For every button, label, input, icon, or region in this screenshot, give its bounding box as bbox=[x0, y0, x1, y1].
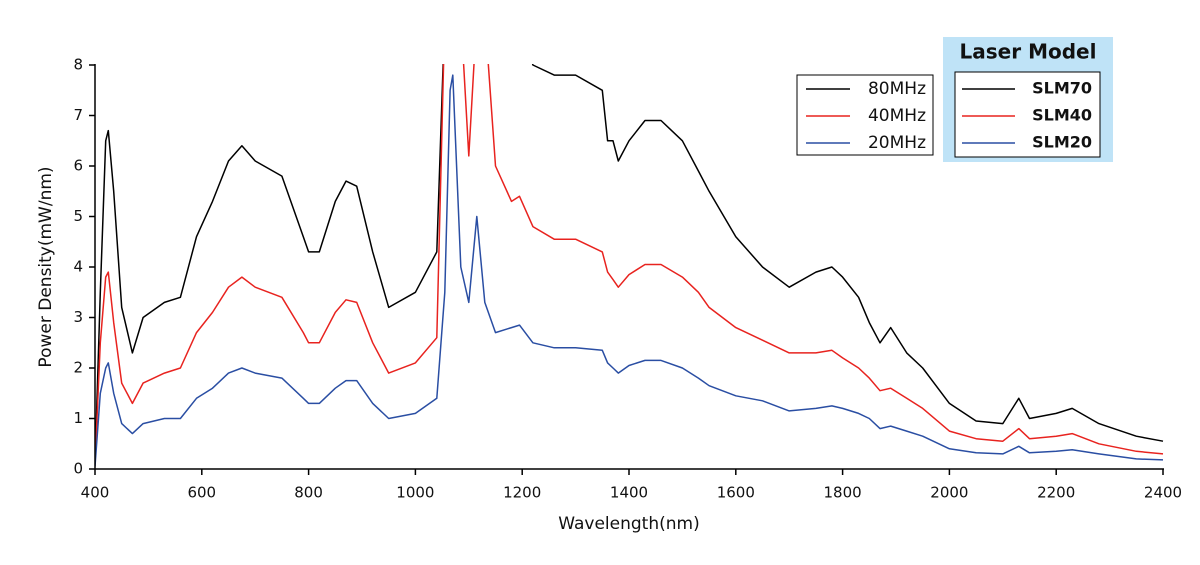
legend-label: 20MHz bbox=[868, 133, 926, 153]
y-tick-label: 5 bbox=[73, 207, 83, 225]
legend-label: 80MHz bbox=[868, 79, 926, 99]
y-tick-label: 2 bbox=[73, 359, 83, 377]
x-tick-label: 1800 bbox=[824, 484, 862, 502]
x-tick-label: 1400 bbox=[610, 484, 648, 502]
legend2-label: SLM40 bbox=[1032, 106, 1092, 125]
x-tick-label: 2000 bbox=[930, 484, 968, 502]
series-line bbox=[95, 64, 1164, 464]
x-tick-label: 1200 bbox=[503, 484, 541, 502]
x-tick-label: 2400 bbox=[1144, 484, 1182, 502]
x-axis-label: Wavelength(nm) bbox=[558, 514, 699, 534]
x-tick-label: 1600 bbox=[717, 484, 755, 502]
y-axis-label: Power Density(mW/nm) bbox=[36, 166, 56, 367]
x-tick-label: 1000 bbox=[396, 484, 434, 502]
y-tick-label: 4 bbox=[73, 258, 83, 276]
series-line bbox=[95, 64, 1164, 464]
legend2-title: Laser Model bbox=[960, 40, 1097, 64]
y-tick-label: 0 bbox=[73, 460, 83, 478]
y-tick-label: 3 bbox=[73, 308, 83, 326]
legend-label: 40MHz bbox=[868, 106, 926, 126]
y-tick-label: 7 bbox=[73, 106, 83, 124]
legend2-label: SLM70 bbox=[1032, 79, 1092, 98]
plot-area bbox=[95, 64, 1164, 467]
y-tick-label: 1 bbox=[73, 409, 83, 427]
legend2-label: SLM20 bbox=[1032, 133, 1092, 152]
y-tick-label: 8 bbox=[73, 56, 83, 74]
x-tick-label: 600 bbox=[187, 484, 216, 502]
x-tick-label: 2200 bbox=[1037, 484, 1075, 502]
y-tick-label: 6 bbox=[73, 157, 83, 175]
series-line bbox=[95, 74, 1164, 467]
x-tick-label: 400 bbox=[81, 484, 110, 502]
x-tick-label: 800 bbox=[294, 484, 323, 502]
